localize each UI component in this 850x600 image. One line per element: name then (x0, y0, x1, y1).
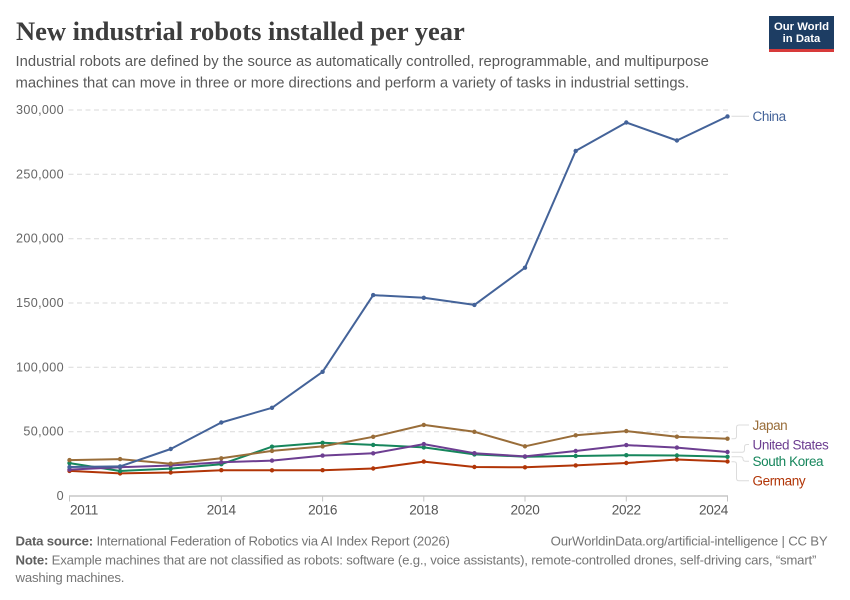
svg-text:Our World: Our World (774, 21, 829, 33)
svg-text:in Data: in Data (783, 33, 821, 45)
svg-text:machines that can move in thre: machines that can move in three or more … (16, 76, 690, 92)
svg-text:150,000: 150,000 (16, 296, 64, 310)
svg-text:2020: 2020 (510, 503, 540, 518)
svg-text:100,000: 100,000 (16, 360, 64, 374)
svg-text:250,000: 250,000 (16, 167, 64, 181)
svg-text:2016: 2016 (308, 503, 337, 518)
svg-text:2011: 2011 (70, 503, 98, 518)
svg-text:China: China (753, 109, 787, 124)
svg-text:50,000: 50,000 (23, 425, 64, 439)
svg-text:New industrial robots installe: New industrial robots installed per year (16, 16, 465, 46)
svg-text:2022: 2022 (612, 503, 641, 518)
svg-text:washing machines.: washing machines. (15, 570, 125, 585)
svg-text:2018: 2018 (409, 503, 438, 518)
svg-text:300,000: 300,000 (16, 103, 64, 117)
svg-text:Germany: Germany (753, 474, 806, 489)
svg-text:Data source: International Fed: Data source: International Federation of… (16, 534, 450, 549)
svg-text:OurWorldinData.org/artificial-: OurWorldinData.org/artificial-intelligen… (551, 534, 828, 549)
svg-text:0: 0 (57, 489, 64, 503)
svg-text:South Korea: South Korea (753, 454, 825, 469)
svg-text:Japan: Japan (753, 418, 788, 433)
svg-text:2024: 2024 (699, 503, 729, 518)
svg-text:Industrial robots are defined: Industrial robots are defined by the sou… (16, 54, 709, 70)
svg-text:2014: 2014 (207, 503, 237, 518)
svg-text:Note: Example machines that ar: Note: Example machines that are not clas… (16, 552, 817, 567)
svg-text:200,000: 200,000 (16, 232, 64, 246)
svg-text:United States: United States (753, 438, 829, 453)
